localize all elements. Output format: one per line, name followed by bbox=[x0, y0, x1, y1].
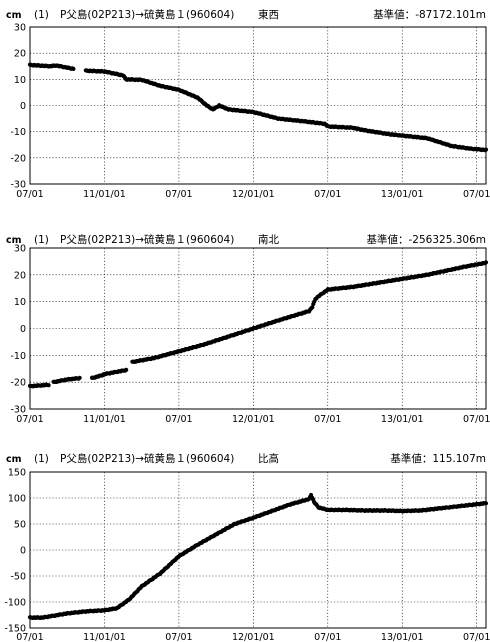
x-tick-label: 07/01 bbox=[16, 414, 43, 425]
reference-label: 基準値： bbox=[390, 452, 432, 465]
component-label: 南北 bbox=[258, 233, 279, 246]
reference-number: -87172.101m bbox=[415, 9, 486, 21]
chart-height: cm (1) P父島(02P213)→硫黄島１(960604) 比高 基準値：1… bbox=[4, 452, 490, 642]
reference-value: 基準値：-256325.306m bbox=[367, 233, 486, 246]
x-tick-label: 07/01 bbox=[463, 189, 490, 200]
data-point bbox=[77, 375, 82, 380]
component-label: 比高 bbox=[258, 452, 279, 465]
y-unit-label: cm bbox=[6, 235, 22, 246]
y-tick-label: 0 bbox=[20, 324, 26, 335]
data-point bbox=[483, 501, 489, 506]
y-tick-label: 20 bbox=[14, 270, 26, 281]
x-tick-label: 13/01/01 bbox=[381, 189, 424, 200]
data-point bbox=[483, 147, 489, 152]
reference-value: 基準値：115.107m bbox=[390, 452, 486, 465]
y-tick-label: -10 bbox=[10, 127, 26, 138]
y-tick-label: 30 bbox=[14, 244, 26, 255]
data-point bbox=[71, 66, 76, 71]
y-unit-label: cm bbox=[6, 10, 22, 21]
x-tick-label: 07/01 bbox=[314, 632, 341, 642]
y-tick-label: -30 bbox=[10, 180, 26, 191]
x-tick-label: 07/01 bbox=[165, 632, 192, 642]
y-tick-label: -20 bbox=[10, 378, 26, 389]
route-label: P父島(02P213)→硫黄島１(960604) bbox=[60, 233, 234, 246]
route-label: P父島(02P213)→硫黄島１(960604) bbox=[60, 8, 234, 21]
data-point bbox=[46, 383, 51, 388]
x-tick-label: 07/01 bbox=[16, 189, 43, 200]
y-tick-label: 0 bbox=[20, 101, 26, 112]
y-tick-label: 150 bbox=[8, 468, 26, 479]
chart-north-south: cm (1) P父島(02P213)→硫黄島１(960604) 南北 基準値：-… bbox=[6, 233, 490, 425]
x-tick-label: 12/01/01 bbox=[232, 189, 275, 200]
chart-east-west: cm (1) P父島(02P213)→硫黄島１(960604) 東西 基準値：-… bbox=[6, 8, 490, 200]
y-tick-label: -50 bbox=[10, 572, 26, 583]
y-tick-label: 20 bbox=[14, 49, 26, 60]
x-tick-label: 12/01/01 bbox=[232, 414, 275, 425]
x-tick-label: 13/01/01 bbox=[381, 632, 424, 642]
x-tick-label: 07/01 bbox=[165, 189, 192, 200]
reference-number: 115.107m bbox=[432, 453, 486, 465]
reference-number: -256325.306m bbox=[409, 234, 486, 246]
x-tick-label: 11/01/01 bbox=[83, 414, 126, 425]
station-number: (1) bbox=[34, 453, 49, 465]
reference-label: 基準値： bbox=[367, 233, 409, 246]
reference-label: 基準値： bbox=[373, 8, 415, 21]
x-tick-label: 07/01 bbox=[16, 632, 43, 642]
y-tick-label: 50 bbox=[14, 520, 26, 531]
x-tick-label: 07/01 bbox=[165, 414, 192, 425]
x-tick-label: 11/01/01 bbox=[83, 632, 126, 642]
y-tick-label: -100 bbox=[4, 598, 26, 609]
x-tick-label: 07/01 bbox=[314, 414, 341, 425]
reference-value: 基準値：-87172.101m bbox=[373, 8, 486, 21]
route-label: P父島(02P213)→硫黄島１(960604) bbox=[60, 452, 234, 465]
y-tick-label: -20 bbox=[10, 153, 26, 164]
x-tick-label: 07/01 bbox=[314, 189, 341, 200]
data-point bbox=[124, 367, 129, 372]
y-tick-label: -30 bbox=[10, 405, 26, 416]
x-tick-label: 07/01 bbox=[463, 414, 490, 425]
y-tick-label: 0 bbox=[20, 546, 26, 557]
y-tick-label: -150 bbox=[4, 624, 26, 635]
x-tick-label: 11/01/01 bbox=[83, 189, 126, 200]
y-tick-label: 10 bbox=[14, 297, 26, 308]
y-tick-label: 30 bbox=[14, 23, 26, 34]
y-tick-label: 10 bbox=[14, 75, 26, 86]
x-tick-label: 12/01/01 bbox=[232, 632, 275, 642]
y-tick-label: -10 bbox=[10, 351, 26, 362]
x-tick-label: 07/01 bbox=[463, 632, 490, 642]
data-point bbox=[310, 305, 315, 310]
station-number: (1) bbox=[34, 9, 49, 21]
x-tick-label: 13/01/01 bbox=[381, 414, 424, 425]
station-number: (1) bbox=[34, 234, 49, 246]
component-label: 東西 bbox=[258, 8, 279, 21]
y-unit-label: cm bbox=[6, 454, 22, 465]
data-point bbox=[483, 260, 489, 265]
y-tick-label: 100 bbox=[8, 494, 26, 505]
